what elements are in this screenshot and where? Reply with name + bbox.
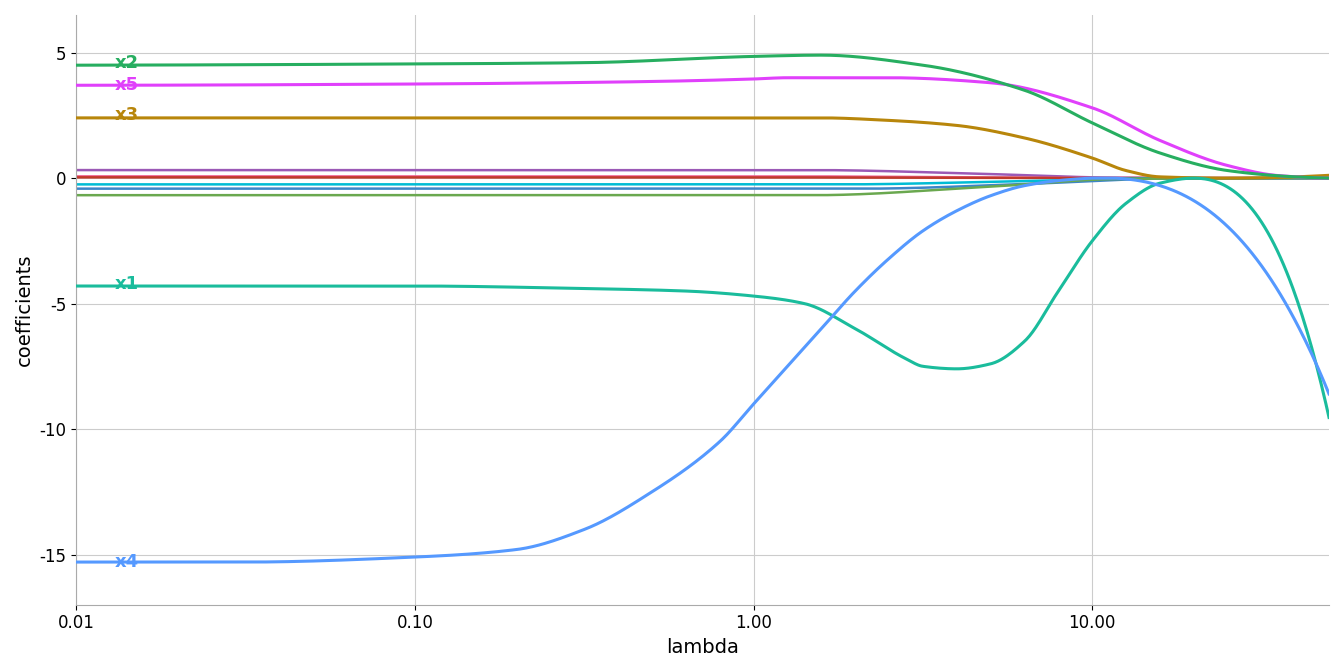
- Text: x2: x2: [114, 54, 138, 72]
- Text: x1: x1: [114, 274, 138, 292]
- Y-axis label: coefficients: coefficients: [15, 253, 34, 366]
- Text: x5: x5: [114, 76, 138, 94]
- Text: x3: x3: [114, 106, 138, 124]
- Text: x4: x4: [114, 553, 138, 571]
- X-axis label: lambda: lambda: [667, 638, 739, 657]
